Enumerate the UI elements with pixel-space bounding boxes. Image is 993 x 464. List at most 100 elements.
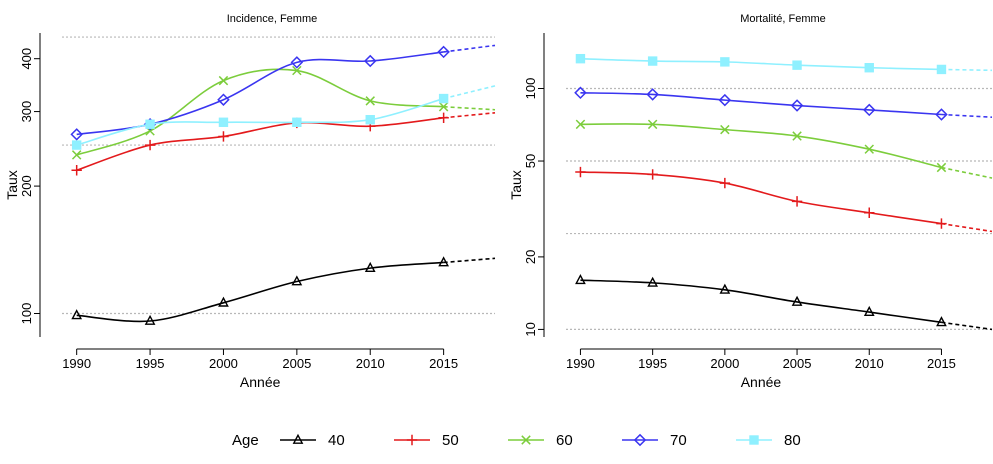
x-tick-label-2-2000: 2000 [710,356,739,371]
series-line-2-age-80 [580,57,942,71]
series-2-age-70 [574,86,993,121]
y-tick-label-2-10: 10 [523,322,538,336]
legend-entry-age-60: 60 [508,432,573,449]
projection-line-1-age-60 [443,105,496,111]
legend-title: Age [232,432,259,449]
point-1-age-40-2010 [364,261,376,273]
projection-line-2-age-70 [941,113,993,119]
point-1-age-50-1995 [144,139,156,151]
point-1-age-80-1995 [145,119,155,129]
legend-label-age-80: 80 [784,432,801,449]
point-1-age-40-1995 [144,314,156,325]
point-1-age-60-2010 [365,96,375,106]
point-2-age-60-2005 [792,131,802,141]
x-tick-label-1-1995: 1995 [136,356,165,371]
projection-line-1-age-80 [443,85,496,100]
series-1-age-80 [71,85,496,150]
x-tick-label-2-2005: 2005 [783,356,812,371]
legend-marker-age-80 [749,435,759,445]
point-1-age-50-1990 [71,165,82,176]
point-2-age-80-1995 [647,56,658,66]
point-2-age-50-2010 [864,207,875,218]
series-1-age-70 [70,44,496,141]
series-line-2-age-40 [580,279,942,324]
point-1-age-80-2000 [218,117,229,127]
series-line-1-age-40 [76,261,444,323]
series-1-age-60 [71,65,496,160]
series-line-1-age-80 [76,97,444,146]
legend-entry-age-70: 70 [622,432,687,449]
point-2-age-70-1990 [574,86,587,100]
legend-marker-age-50 [406,434,418,446]
legend-label-age-50: 50 [442,432,459,449]
legend-entry-age-40: 40 [280,432,345,449]
y-tick-label-2-100: 100 [523,78,538,100]
point-2-age-60-2000 [720,124,730,135]
point-2-age-60-2010 [864,144,874,154]
x-tick-label-2-1995: 1995 [638,356,667,371]
y-axis-label-1: Taux [4,170,20,200]
point-1-age-60-2005 [292,65,302,76]
legend: Age 40 50 60 70 80 [232,432,801,449]
point-2-age-80-2005 [792,60,802,70]
point-2-age-50-2015 [936,218,947,229]
legend-label-age-60: 60 [556,432,573,449]
point-1-age-70-2005 [290,56,304,69]
x-axis-label-1: Année [240,374,281,390]
point-2-age-80-1990 [575,53,586,64]
point-2-age-70-2000 [718,93,732,107]
legend-label-age-40: 40 [328,432,345,449]
series-2-age-80 [575,53,993,75]
x-axis-label-2: Année [741,374,782,390]
point-1-age-50-2000 [218,131,229,142]
series-line-2-age-70 [580,91,942,116]
point-1-age-70-2000 [217,93,230,106]
point-1-age-80-2005 [292,117,302,127]
projection-line-2-age-40 [941,321,993,331]
series-2-age-50 [575,166,993,233]
point-2-age-80-2015 [936,64,947,75]
projection-line-1-age-40 [443,257,496,264]
point-2-age-60-1990 [575,119,586,130]
point-2-age-50-2005 [791,196,803,207]
chart-title-1: Incidence, Femme [227,13,317,25]
series-2-age-60 [575,119,993,179]
y-tick-label-1-100: 100 [19,303,34,325]
point-2-age-50-1990 [575,166,586,178]
point-1-age-50-2015 [438,112,449,123]
x-tick-label-1-2000: 2000 [209,356,238,371]
point-2-age-70-1995 [646,88,659,101]
x-tick-label-1-2010: 2010 [356,356,385,371]
point-1-age-70-2015 [437,45,450,59]
x-tick-label-1-1990: 1990 [62,356,91,371]
x-tick-label-2-2010: 2010 [855,356,884,371]
x-tick-label-2-2015: 2015 [927,356,956,371]
point-1-age-80-2015 [438,93,449,104]
y-axis-label-2: Taux [508,170,524,200]
y-tick-label-1-300: 300 [19,101,34,123]
point-2-age-40-1995 [647,276,659,287]
point-1-age-80-2010 [365,115,375,125]
point-2-age-40-1990 [575,274,586,285]
point-2-age-40-2010 [863,305,875,316]
point-2-age-70-2015 [935,108,948,121]
point-1-age-70-1990 [70,128,83,141]
series-1-age-40 [71,256,496,325]
point-1-age-40-2000 [218,296,229,307]
legend-marker-age-60 [521,435,531,445]
point-1-age-80-1990 [71,140,82,150]
y-tick-label-2-20: 20 [523,250,538,264]
point-1-age-70-2010 [363,54,377,68]
y-tick-label-2-50: 50 [523,154,538,168]
projection-line-2-age-50 [941,222,993,233]
point-2-age-40-2005 [791,295,803,306]
series-2-age-40 [575,274,993,331]
point-1-age-40-2015 [438,256,449,267]
series-line-1-age-60 [76,68,444,156]
projection-line-1-age-70 [443,44,496,53]
y-tick-label-1-400: 400 [19,48,34,70]
projection-line-1-age-50 [443,112,496,119]
projection-line-2-age-60 [941,166,993,179]
legend-entry-age-80: 80 [736,432,801,449]
